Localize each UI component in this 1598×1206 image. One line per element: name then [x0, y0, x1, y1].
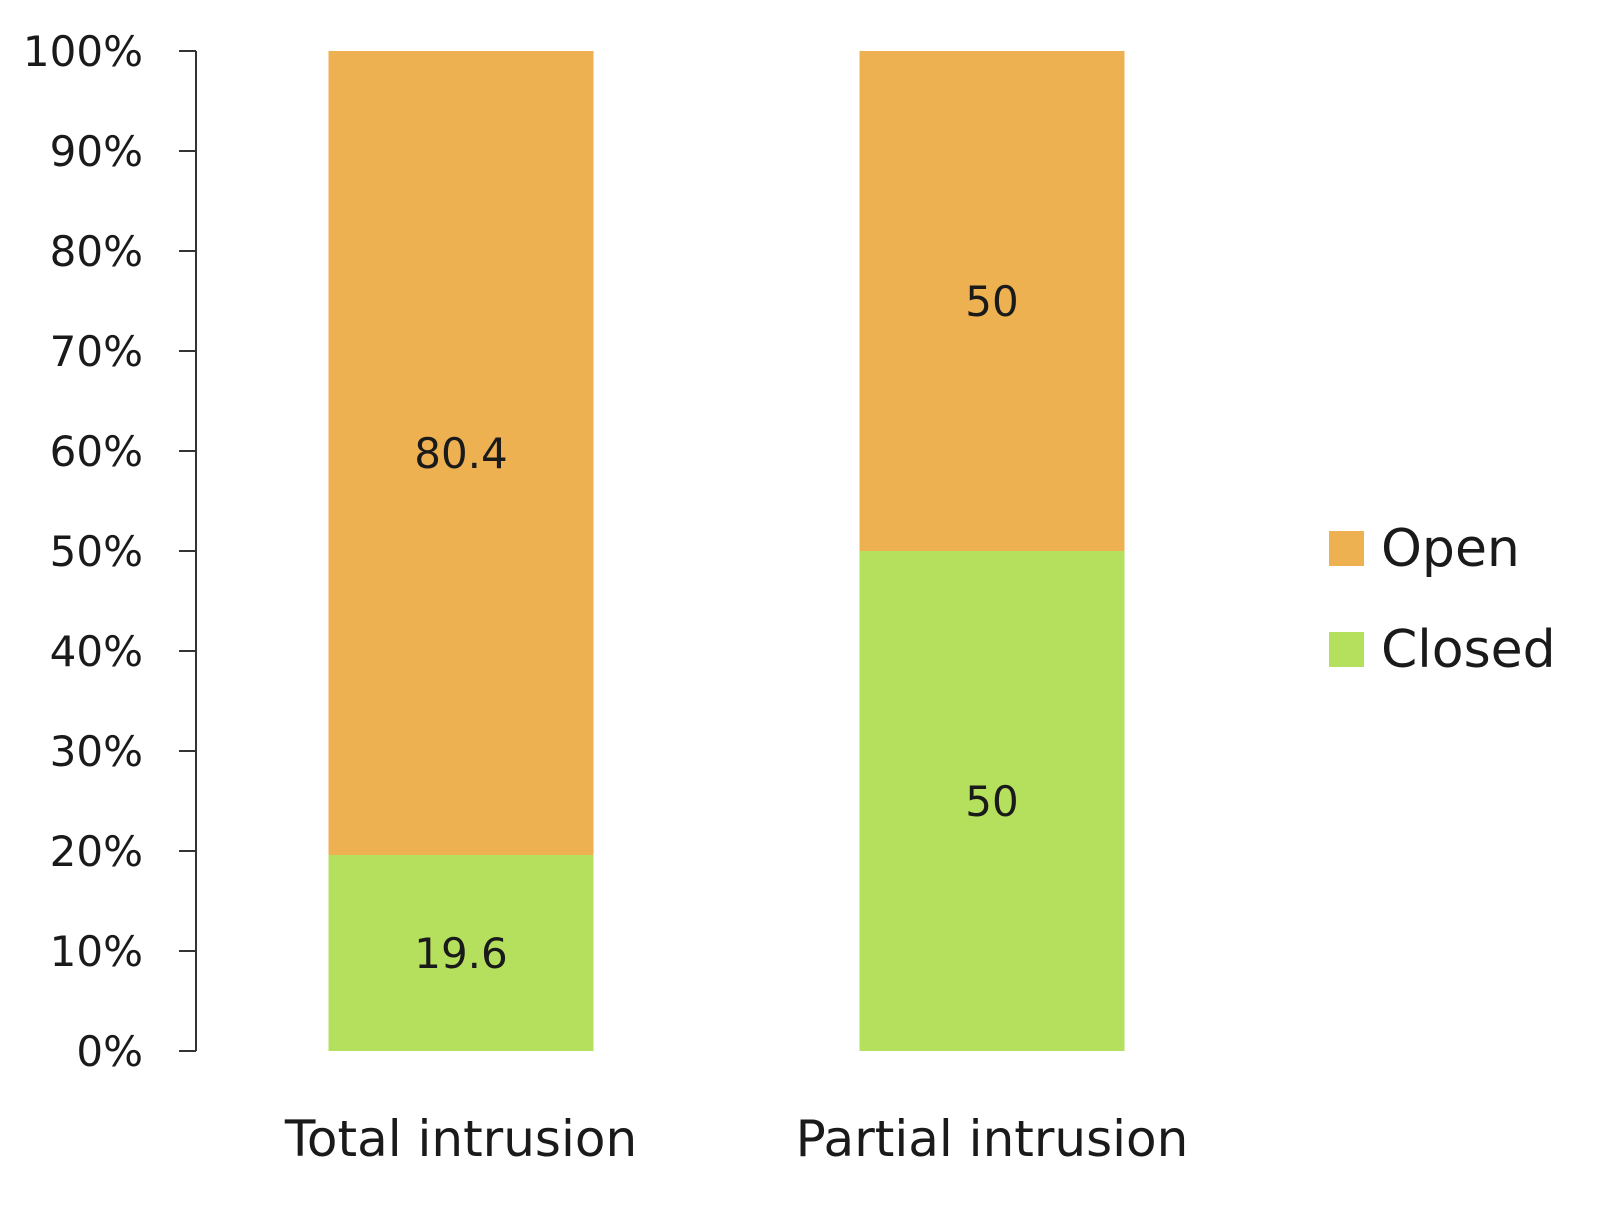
y-tick-label: 50%: [50, 527, 143, 576]
x-category-label: Partial intrusion: [796, 1110, 1189, 1168]
bars: 19.6 80.4 50 50: [329, 51, 1125, 1051]
y-tick-label: 60%: [50, 427, 143, 476]
legend-swatch-open: [1329, 531, 1364, 566]
legend-swatch-closed: [1329, 632, 1364, 667]
data-label: 50: [965, 777, 1018, 826]
y-tick-label: 70%: [50, 327, 143, 376]
legend-label: Closed: [1381, 620, 1556, 680]
x-category-label: Total intrusion: [284, 1110, 637, 1168]
y-tick-label: 10%: [50, 927, 143, 976]
y-tick-label: 40%: [50, 627, 143, 676]
x-axis: Total intrusion Partial intrusion: [284, 1110, 1189, 1168]
data-label: 80.4: [414, 429, 508, 478]
legend-label: Open: [1381, 519, 1520, 579]
legend: Open Closed: [1329, 519, 1556, 680]
y-axis: 0% 10% 20% 30% 40% 50% 60% 70% 80% 90% 100%: [23, 27, 196, 1076]
y-tick-label: 30%: [50, 727, 143, 776]
y-tick-label: 20%: [50, 827, 143, 876]
data-label: 50: [965, 277, 1018, 326]
y-tick-label: 90%: [50, 127, 143, 176]
y-tick-label: 80%: [50, 227, 143, 276]
y-tick-label: 100%: [23, 27, 143, 76]
y-tick-label: 0%: [76, 1027, 143, 1076]
data-label: 19.6: [414, 929, 508, 978]
